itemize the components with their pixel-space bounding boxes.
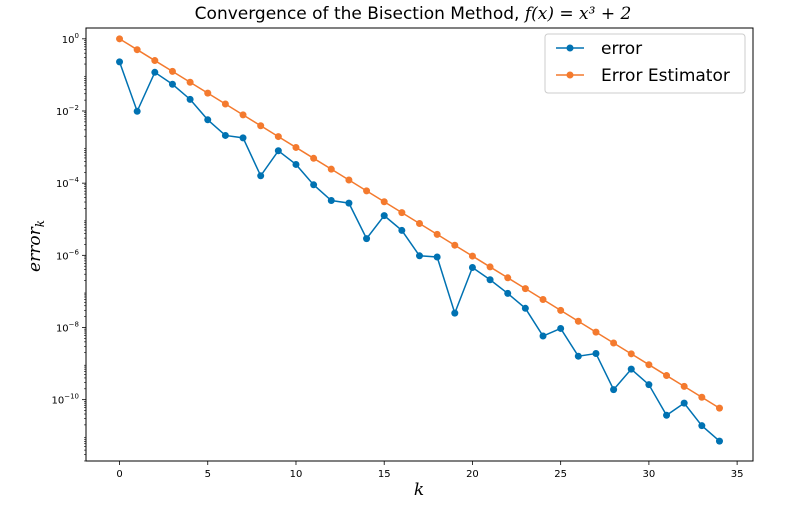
data-point-error [574,352,582,360]
data-point-error-estimator [186,78,194,86]
x-tick-label: 5 [205,469,211,480]
data-point-error [327,197,335,205]
data-point-error-estimator [380,198,388,206]
data-point-error [557,324,565,332]
data-point-error [274,147,282,155]
data-point-error-estimator [468,252,476,260]
data-point-error [451,309,459,317]
y-tick-label: 100 [62,32,79,46]
y-axis-label: errork [25,220,47,272]
data-point-error [416,252,423,260]
data-point-error-estimator [539,296,547,304]
data-point-error-estimator [204,89,212,97]
data-point-error [521,304,529,312]
legend-label-error-estimator: Error Estimator [601,66,730,86]
data-point-error-estimator [363,187,371,195]
data-point-error-estimator [663,372,671,380]
data-point-error-estimator [574,317,582,325]
data-point-error-estimator [345,176,353,184]
data-point-error-estimator [133,46,141,54]
data-point-error [204,116,212,124]
data-point-error-estimator [257,122,265,130]
x-tick-label: 25 [554,469,567,480]
x-tick-label: 20 [466,469,479,480]
data-point-error-estimator [521,285,529,293]
data-point-error-estimator [274,133,282,141]
data-point-error-estimator [151,57,159,65]
data-point-error-estimator [698,393,706,401]
data-point-error-estimator [627,350,635,358]
data-point-error [610,386,618,394]
x-tick-label: 15 [378,469,391,480]
data-point-error-estimator [451,241,459,249]
x-tick-label: 0 [116,469,122,480]
data-point-error-estimator [715,404,723,412]
data-point-error-estimator [116,35,124,43]
data-point-error [116,58,124,66]
data-point-error [468,263,476,271]
data-point-error [539,332,547,340]
x-tick-label: 30 [643,469,656,480]
data-point-error [663,411,671,419]
data-point-error [363,235,371,243]
data-point-error [504,289,512,297]
data-point-error-estimator [645,361,653,369]
data-point-error [221,131,229,139]
data-point-error [698,422,706,430]
data-point-error-estimator [398,209,406,217]
y-tick-label: 10−4 [56,176,80,190]
data-point-error-estimator [310,154,318,162]
data-point-error [645,381,653,389]
data-point-error [151,68,159,76]
data-point-error-estimator [239,111,247,119]
data-point-error-estimator [504,274,512,282]
legend: error Error Estimator [544,33,746,94]
data-point-error [433,253,441,261]
legend-marker-error-estimator [566,71,574,79]
data-point-error [133,107,141,115]
data-point-error [239,134,247,142]
data-point-error-estimator [168,67,176,75]
data-point-error [592,350,600,358]
data-point-error [680,399,688,407]
data-point-error [257,172,265,180]
chart-title: Convergence of the Bisection Method, f(x… [195,4,632,24]
data-point-error-estimator [221,100,229,108]
y-tick-label: 10−6 [56,248,80,262]
data-point-error-estimator [416,219,423,227]
y-tick-label: 10−10 [51,393,79,407]
x-axis-label: k [414,480,424,500]
data-point-error-estimator [557,306,565,314]
x-tick-label: 10 [290,469,303,480]
y-tick-label: 10−8 [56,320,79,334]
axis-ticks: 0 5 10 15 20 25 30 35 100 10−2 10−4 10−6 10−8 10−10 [51,32,743,480]
data-point-error [486,276,494,284]
legend-label-error: error [601,39,642,59]
y-tick-label: 10−2 [56,104,79,118]
data-point-error [168,80,176,88]
data-point-error-estimator [433,230,441,238]
data-point-error-estimator [327,165,335,173]
data-point-error [186,95,194,103]
data-point-error-estimator [610,339,618,347]
legend-box [544,33,746,94]
data-point-error [398,226,406,234]
data-point-error-estimator [292,143,300,151]
x-tick-label: 35 [731,469,744,480]
data-point-error-estimator [680,382,688,390]
data-point-error [310,181,318,189]
legend-marker-error [566,44,574,52]
data-point-error-estimator [486,263,494,271]
data-point-error [292,160,300,168]
data-point-error [380,212,388,220]
data-point-error [627,365,635,373]
data-point-error [715,437,723,445]
data-point-error [345,199,353,207]
series-layer [116,35,723,445]
data-point-error-estimator [592,328,600,336]
